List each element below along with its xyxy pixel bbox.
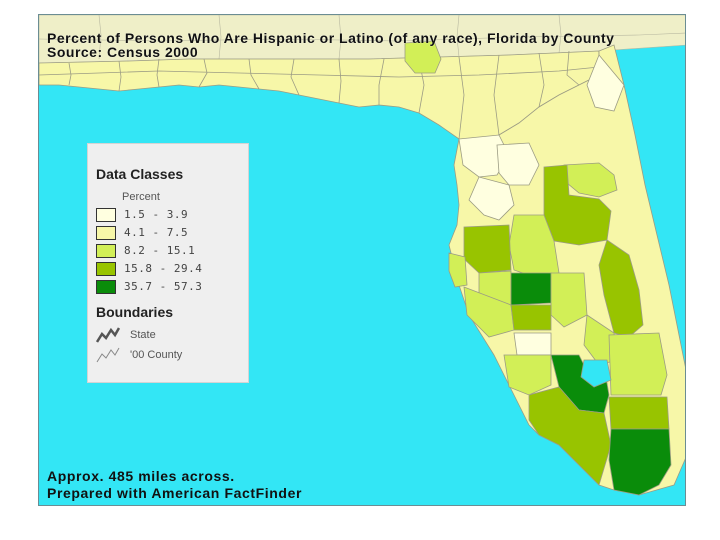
legend-boundary-row: State [96,326,236,344]
boundaries-title: Boundaries [96,304,174,320]
florida-counties [39,40,685,496]
legend-class-label: 35.7 - 57.3 [124,280,203,293]
map-title: Percent of Persons Who Are Hispanic or L… [47,30,615,46]
legend-unit: Percent [122,191,160,203]
prepared-by: Prepared with American FactFinder [47,485,303,501]
legend-class-row: 15.8 - 29.4 [96,262,236,276]
legend-swatch [96,280,116,294]
legend-class-label: 8.2 - 15.1 [124,244,196,257]
legend-swatch [96,226,116,240]
legend-panel: Data Classes Percent 1.5 - 3.9 4.1 - 7.5… [87,143,249,383]
county-boundary-icon [96,347,120,363]
legend-class-label: 4.1 - 7.5 [124,226,189,239]
legend-class-row: 8.2 - 15.1 [96,244,236,258]
legend-title: Data Classes [96,166,184,182]
legend-class-label: 1.5 - 3.9 [124,208,189,221]
map-source: Source: Census 2000 [47,44,199,60]
legend-class-row: 4.1 - 7.5 [96,226,236,240]
legend-boundary-label: State [130,329,156,341]
legend-class-row: 1.5 - 3.9 [96,208,236,222]
legend-swatch [96,262,116,276]
map-frame: Percent of Persons Who Are Hispanic or L… [38,14,686,506]
legend-class-label: 15.8 - 29.4 [124,262,203,275]
legend-swatch [96,244,116,258]
legend-swatch [96,208,116,222]
legend-class-row: 35.7 - 57.3 [96,280,236,294]
legend-boundary-label: '00 County [130,349,183,361]
legend-boundary-row: '00 County [96,346,236,364]
florida-county-map [39,15,685,496]
state-boundary-icon [96,327,120,343]
scale-note: Approx. 485 miles across. [47,468,235,484]
